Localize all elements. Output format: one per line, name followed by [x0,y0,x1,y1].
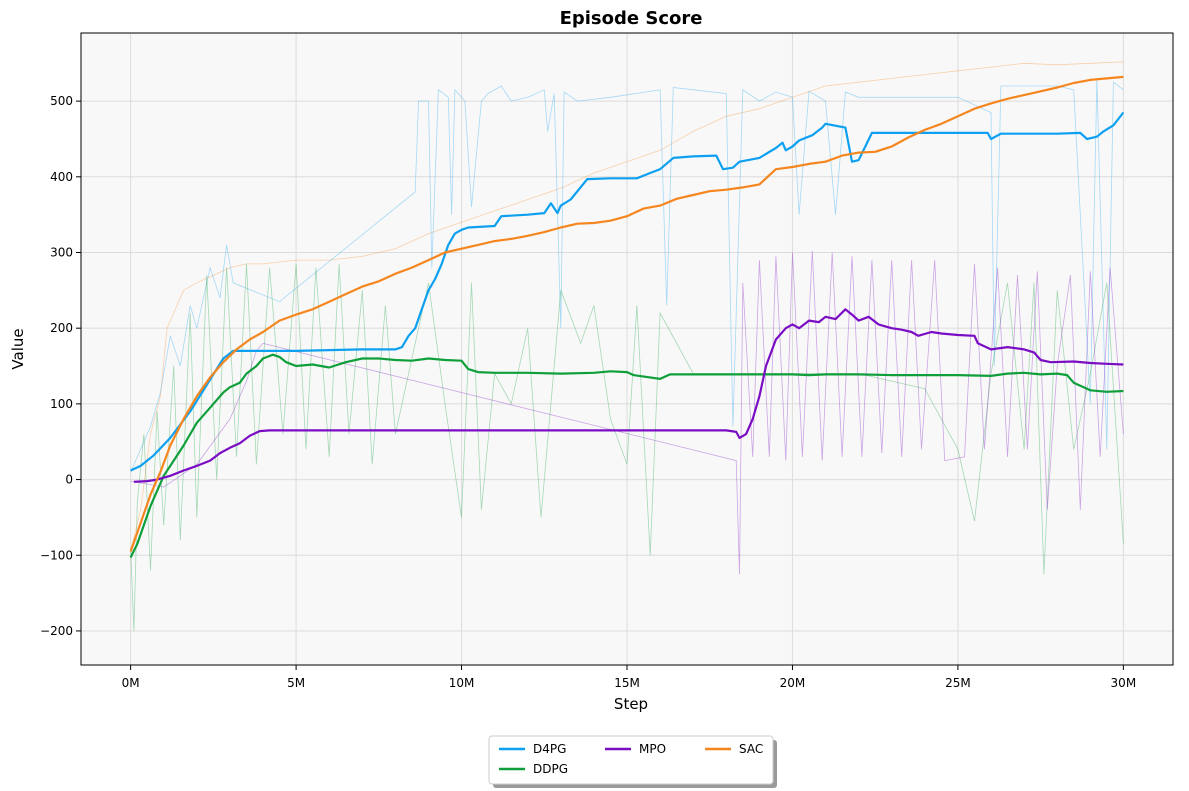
legend-item-d4pg: D4PG [499,742,566,756]
chart-title: Episode Score [560,8,703,29]
legend-item-sac: SAC [705,742,763,756]
raw-series-lines [130,61,1124,631]
x-tick-label: 10M [449,676,475,690]
y-tick-label: 300 [50,245,73,259]
y-tick-label: 500 [50,94,73,108]
mpo-raw-line [130,250,1124,575]
legend-item-mpo: MPO [605,742,666,756]
y-tick-label: 400 [50,170,73,184]
legend-label-mpo: MPO [639,742,666,756]
sac-raw-line [130,61,1124,552]
y-tick-label: −100 [40,548,73,562]
x-axis-ticks: 0M 5M 10M 15M 20M 25M 30M [122,665,1137,690]
x-tick-label: 5M [287,676,305,690]
x-axis-label: Step [614,695,648,713]
x-tick-label: 25M [945,676,971,690]
ddpg-smoothed-line [129,353,1124,558]
legend-label-d4pg: D4PG [533,742,566,756]
legend-label-ddpg: DDPG [533,762,568,776]
y-tick-label: 100 [50,397,73,411]
grid-lines [81,33,1173,665]
d4pg-smoothed-line [130,111,1125,472]
smoothed-series-lines [129,75,1125,558]
x-tick-label: 15M [614,676,640,690]
x-tick-label: 20M [780,676,806,690]
legend-box [488,735,774,785]
y-tick-label: 0 [65,473,73,487]
sac-smoothed-line [129,75,1124,552]
legend: D4PG DDPG MPO SAC [488,735,777,788]
legend-item-ddpg: DDPG [499,762,568,776]
legend-items: D4PG DDPG MPO SAC [499,742,763,776]
y-axis-ticks: −200 −100 0 100 200 300 400 500 [40,94,81,638]
y-tick-label: −200 [40,624,73,638]
mpo-smoothed-line [133,308,1124,483]
y-axis-label: Value [9,328,27,369]
x-tick-label: 30M [1111,676,1137,690]
ddpg-raw-line [130,263,1124,631]
legend-label-sac: SAC [739,742,763,756]
y-tick-label: 200 [50,321,73,335]
x-tick-label: 0M [122,676,140,690]
